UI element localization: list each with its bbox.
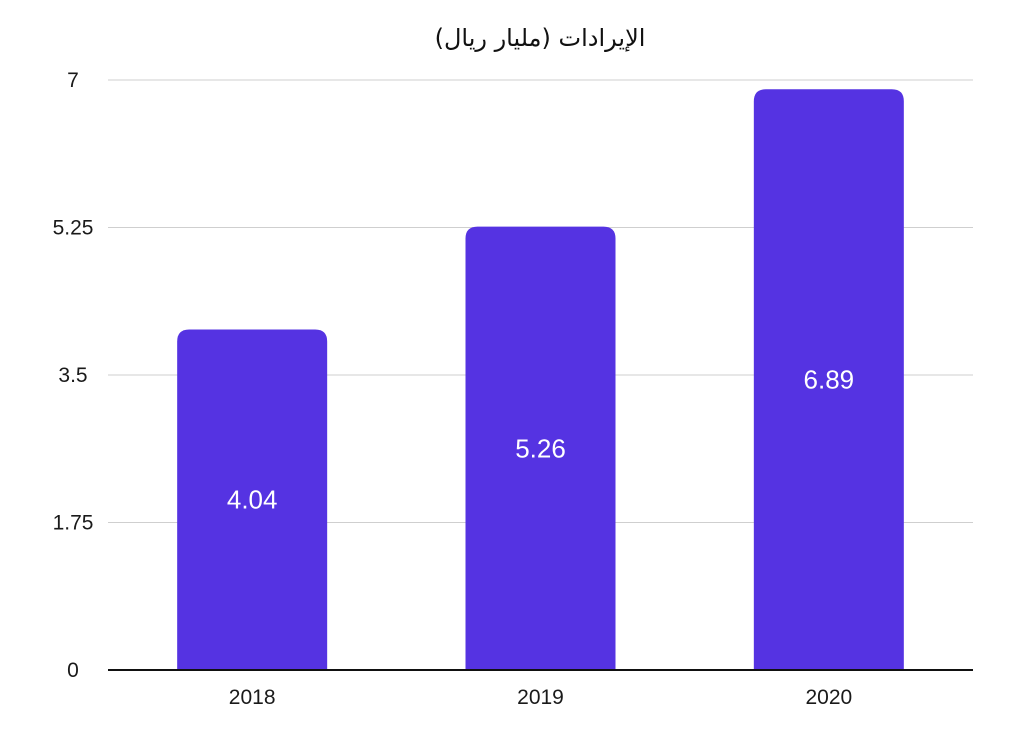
x-tick-label: 2018 [229, 686, 276, 709]
bar-value-label: 6.89 [804, 365, 855, 395]
y-tick-label: 3.5 [58, 364, 87, 387]
bar-value-label: 4.04 [227, 485, 278, 515]
y-axis-tick-labels: 0 1.75 3.5 5.25 7 [53, 69, 94, 682]
x-axis-category-labels: 2018 2019 2020 [229, 686, 852, 709]
y-tick-label: 5.25 [53, 217, 94, 240]
bar-data-labels: 4.04 5.26 6.89 [227, 365, 854, 515]
x-tick-label: 2019 [517, 686, 564, 709]
bar-2020 [753, 89, 904, 671]
bars [177, 89, 904, 671]
chart-title: الإيرادات (مليار ريال) [435, 24, 646, 52]
y-tick-label: 1.75 [53, 512, 94, 535]
x-tick-label: 2020 [805, 686, 852, 709]
bar-value-label: 5.26 [515, 433, 566, 463]
y-tick-label: 7 [67, 69, 79, 92]
y-tick-label: 0 [67, 659, 79, 682]
bar-2019 [465, 226, 616, 670]
bar-2018 [177, 329, 328, 670]
